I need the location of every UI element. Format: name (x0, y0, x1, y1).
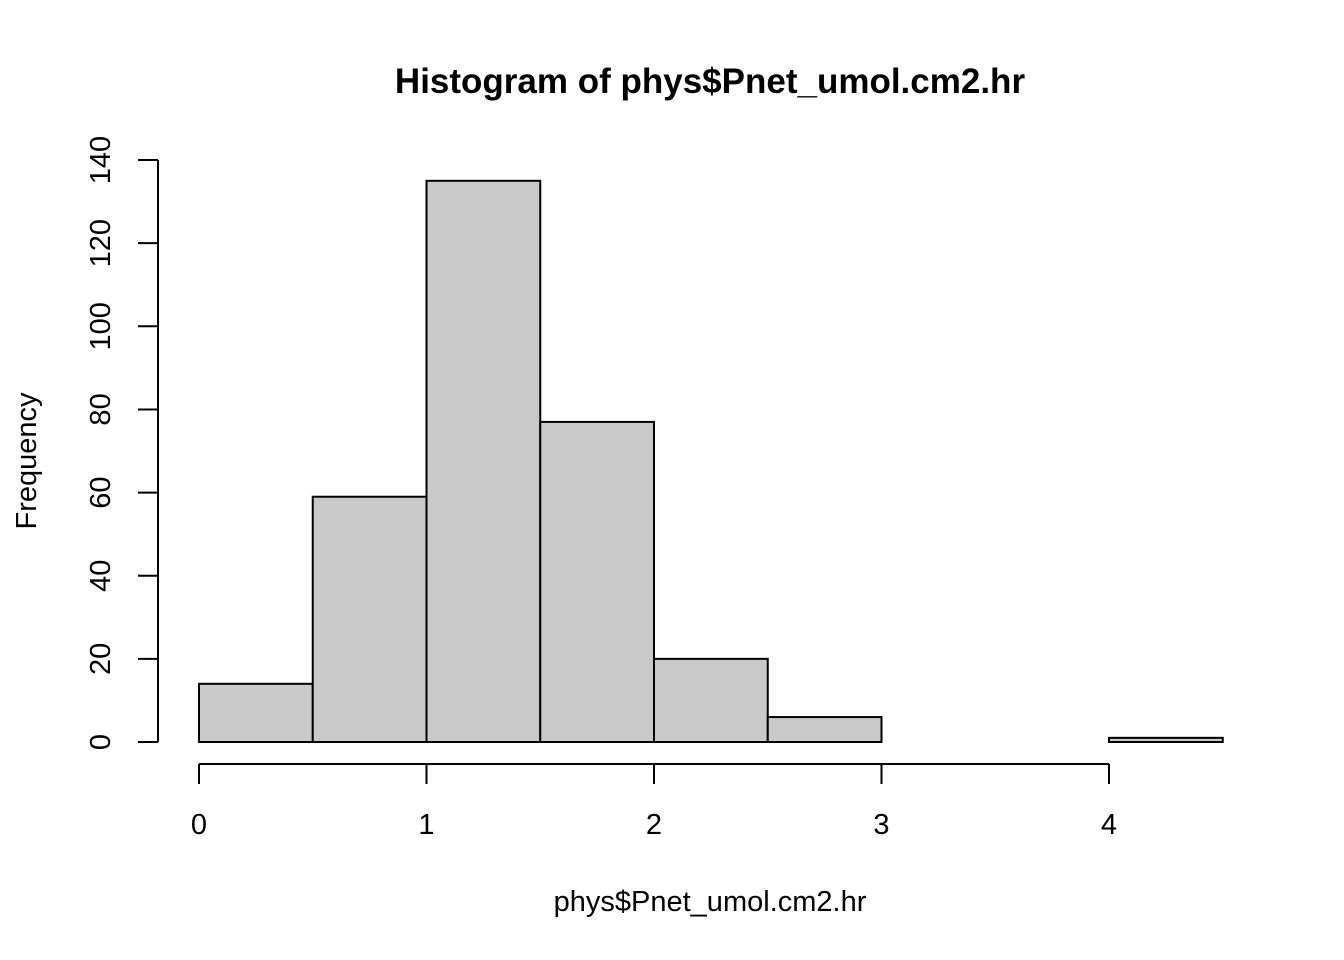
histogram-bar-3 (539, 420, 655, 743)
histogram-bar-5 (766, 716, 883, 743)
histogram-bar-8 (1108, 736, 1224, 744)
histogram-bar-4 (653, 657, 769, 743)
x-axis-label: phys$Pnet_umol.cm2.hr (554, 886, 867, 918)
histogram-bar-2 (425, 179, 542, 743)
x-axis: 0 1 2 3 4 (191, 763, 1117, 841)
y-tick-label-3: 60 (85, 476, 117, 508)
y-tick-label-4: 80 (85, 393, 117, 425)
x-tick-label-3: 3 (873, 809, 889, 841)
y-tick-label-7: 140 (85, 136, 117, 184)
y-tick-label-0: 0 (85, 734, 117, 750)
y-tick-label-6: 120 (85, 219, 117, 267)
x-tick-label-4: 4 (1101, 809, 1117, 841)
x-tick-label-1: 1 (418, 809, 434, 841)
y-tick-label-2: 40 (85, 560, 117, 592)
x-tick-label-2: 2 (646, 809, 662, 841)
y-axis: 0 20 40 60 80 100 120 140 (85, 136, 159, 750)
chart-title: Histogram of phys$Pnet_umol.cm2.hr (395, 62, 1026, 101)
y-tick-label-5: 100 (85, 302, 117, 350)
y-tick-label-1: 20 (85, 643, 117, 675)
x-tick-label-0: 0 (191, 809, 207, 841)
y-axis-label: Frequency (11, 392, 43, 530)
histogram-bar-1 (311, 495, 428, 743)
bars-group (198, 179, 1224, 744)
histogram-bar-0 (198, 682, 314, 743)
